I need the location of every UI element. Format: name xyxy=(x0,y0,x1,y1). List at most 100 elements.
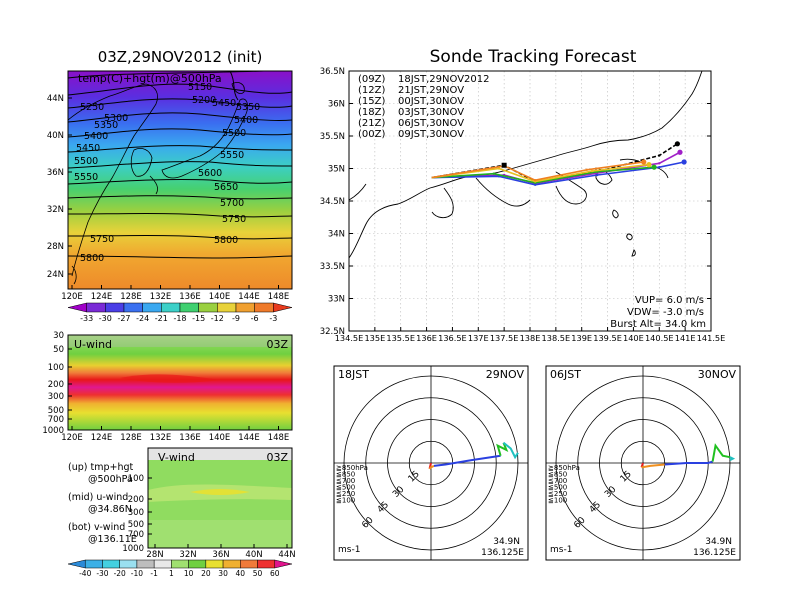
lon-tick-label: 135E xyxy=(364,333,385,343)
lon-tick-label: 148E xyxy=(268,292,290,302)
track-endpoint xyxy=(651,164,657,170)
legend-tag: (21Z) xyxy=(358,118,385,129)
hodo-level-label: ≦500 xyxy=(548,484,567,492)
lat-tick-label: 36N xyxy=(328,100,345,110)
legend-line: @500hPa xyxy=(88,474,133,485)
uwind-label: U-wind xyxy=(74,338,112,351)
lat-tick-label: 33.5N xyxy=(320,262,345,272)
track-endpoint xyxy=(641,159,647,165)
colorbar-cell xyxy=(222,559,241,569)
hodo-level-label: ≦100 xyxy=(548,497,567,505)
colorbar-cell xyxy=(123,302,143,313)
track-point xyxy=(658,166,661,169)
legend-line: @136.11E xyxy=(88,534,137,545)
contour-label: 5450 xyxy=(212,98,236,109)
colorbar-cell xyxy=(136,559,155,569)
uwind-time: 03Z xyxy=(266,338,288,351)
lon-tick-label: 120E xyxy=(61,292,83,302)
colorbar-label: -18 xyxy=(173,314,186,323)
colorbar-label: -15 xyxy=(192,314,205,323)
legend-tag: (15Z) xyxy=(358,96,385,107)
legend-line: (bot) v-wind xyxy=(68,522,125,533)
hodo-date: 29NOV xyxy=(486,368,525,381)
lon-tick-label: 136E xyxy=(179,292,201,302)
pressure-tick-label: 1000 xyxy=(122,544,144,554)
lat-tick-label: 24N xyxy=(47,270,64,280)
colorbar-label: 1 xyxy=(169,569,174,578)
uwind-frame xyxy=(67,334,293,431)
contour-label: 5800 xyxy=(80,253,104,264)
contour-label: 5300 xyxy=(104,113,128,124)
lon-tick-label: 134.5E xyxy=(335,333,364,343)
colorbar-label: -33 xyxy=(80,314,93,323)
colorbar-cell xyxy=(105,302,125,313)
pressure-tick-label: 200 xyxy=(48,380,64,390)
lat-tick-label: 34.5N xyxy=(320,197,345,207)
colorbar-label: 30 xyxy=(218,569,228,578)
legend-tag: (00Z) xyxy=(358,129,385,140)
pressure-tick-label: 700 xyxy=(48,415,64,425)
contour-label: 5550 xyxy=(74,172,98,183)
colorbar-label: 60 xyxy=(270,569,280,578)
lon-tick-label: 124E xyxy=(91,433,113,443)
pressure-tick-label: 500 xyxy=(128,520,144,530)
pressure-tick-label: 30 xyxy=(53,331,64,341)
hodo-date: 30NOV xyxy=(698,368,737,381)
param-vup: VUP= 6.0 m/s xyxy=(635,295,704,306)
contour-label: 5750 xyxy=(90,234,114,245)
contour-label: 5650 xyxy=(214,182,238,193)
param-vdw: VDW= -3.0 m/s xyxy=(627,307,704,318)
lon-tick-label: 140E xyxy=(623,333,644,343)
colorbar-label: -6 xyxy=(251,314,259,323)
colorbar-label: -3 xyxy=(269,314,277,323)
colorbar-cell xyxy=(102,559,120,569)
colorbar-cell xyxy=(205,559,224,569)
legend-label: 00JST,30NOV xyxy=(398,96,464,107)
legend-line: @34.86N xyxy=(88,504,132,515)
hodo-trace xyxy=(428,465,435,470)
lat-tick-label: 44N xyxy=(47,94,64,104)
hodo-level-label: ≧850hPa xyxy=(548,464,580,472)
lon-tick-label: 128E xyxy=(120,433,142,443)
tracking-lat-ticks: 36.5N 36N 35.5N 35N 34.5N 34N 33.5N 33N 32.5N xyxy=(320,67,711,337)
lon-tick-label: 136E xyxy=(179,433,201,443)
contour-label: 5700 xyxy=(220,198,244,209)
contour-label: 5350 xyxy=(94,120,118,131)
colorbar-label: -27 xyxy=(117,314,130,323)
map-frame xyxy=(67,70,293,290)
legend-tag: (09Z) xyxy=(358,74,385,85)
track-endpoint xyxy=(681,159,687,165)
colorbar-cell xyxy=(235,302,255,313)
track-point xyxy=(533,183,537,186)
contour-label: 5500 xyxy=(222,128,246,139)
lat-tick-label: 32.5N xyxy=(320,327,345,337)
hodo-time: 06JST xyxy=(550,368,581,381)
left-panel-title: 03Z,29NOV2012 (init) xyxy=(98,48,263,66)
lat-tick-label: 36N xyxy=(212,550,229,560)
lat-tick-label: 34N xyxy=(328,230,345,240)
legend-line: (mid) u-wind xyxy=(68,492,128,503)
hodo-trace xyxy=(664,460,713,466)
lat-tick-label: 35.5N xyxy=(320,132,345,142)
colorbar-label: -10 xyxy=(131,569,143,578)
legend-label: 03JST,30NOV xyxy=(398,107,464,118)
hodo-lat: 34.9N xyxy=(705,537,732,547)
hodo-level-label: ≦850 xyxy=(548,471,567,479)
colorbar-label: 20 xyxy=(201,569,211,578)
coastlines xyxy=(68,82,248,285)
pressure-tick-label: 200 xyxy=(128,495,144,505)
lon-tick-label: 140E xyxy=(209,433,231,443)
lon-tick-label: 135.5E xyxy=(386,333,415,343)
track-legend: (09Z) 18JST,29NOV2012 (12Z) 21JST,29NOV (15Z… xyxy=(358,74,490,140)
lon-tick-label: 138.5E xyxy=(542,333,571,343)
colorbar-cell xyxy=(119,559,138,569)
sonde-params: VUP= 6.0 m/s VDW= -3.0 m/s Burst Alt= 34… xyxy=(610,295,706,330)
hodo-level-label: ≦700 xyxy=(548,477,567,485)
pressure-tick-label: 50 xyxy=(53,345,64,355)
upper-map-panel: 03Z,29NOV2012 (init) 5150 xyxy=(47,48,293,323)
lat-tick-label: 28N xyxy=(146,550,163,560)
contour-label: 5450 xyxy=(76,143,100,154)
